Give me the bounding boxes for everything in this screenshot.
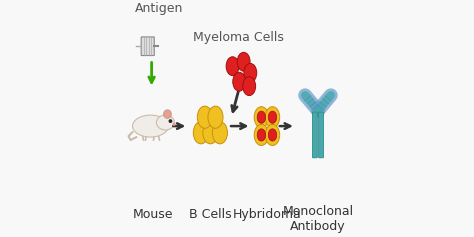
Ellipse shape bbox=[257, 111, 265, 123]
Ellipse shape bbox=[226, 57, 239, 76]
Ellipse shape bbox=[257, 129, 265, 141]
Text: Myeloma Cells: Myeloma Cells bbox=[192, 31, 283, 44]
Circle shape bbox=[173, 123, 175, 125]
Ellipse shape bbox=[203, 122, 218, 144]
Text: Mouse: Mouse bbox=[132, 208, 173, 221]
Text: Monoclonal
Antibody: Monoclonal Antibody bbox=[283, 205, 354, 233]
FancyBboxPatch shape bbox=[141, 37, 154, 55]
Ellipse shape bbox=[254, 124, 269, 146]
Ellipse shape bbox=[133, 115, 168, 137]
Ellipse shape bbox=[254, 107, 269, 128]
Ellipse shape bbox=[265, 124, 280, 146]
Ellipse shape bbox=[268, 111, 277, 123]
Ellipse shape bbox=[265, 107, 280, 128]
Ellipse shape bbox=[244, 64, 257, 82]
Ellipse shape bbox=[212, 122, 228, 144]
Ellipse shape bbox=[208, 106, 223, 128]
Ellipse shape bbox=[156, 115, 174, 130]
Ellipse shape bbox=[164, 110, 171, 118]
Ellipse shape bbox=[197, 106, 212, 128]
Ellipse shape bbox=[268, 129, 277, 141]
Text: Hybridoma: Hybridoma bbox=[233, 208, 301, 221]
Ellipse shape bbox=[243, 77, 255, 96]
FancyBboxPatch shape bbox=[319, 112, 324, 158]
Ellipse shape bbox=[237, 52, 250, 71]
Ellipse shape bbox=[233, 72, 246, 91]
Text: Antigen: Antigen bbox=[135, 2, 183, 15]
Ellipse shape bbox=[193, 122, 209, 144]
Text: B Cells: B Cells bbox=[189, 208, 232, 221]
FancyBboxPatch shape bbox=[312, 112, 317, 158]
Circle shape bbox=[169, 120, 172, 122]
